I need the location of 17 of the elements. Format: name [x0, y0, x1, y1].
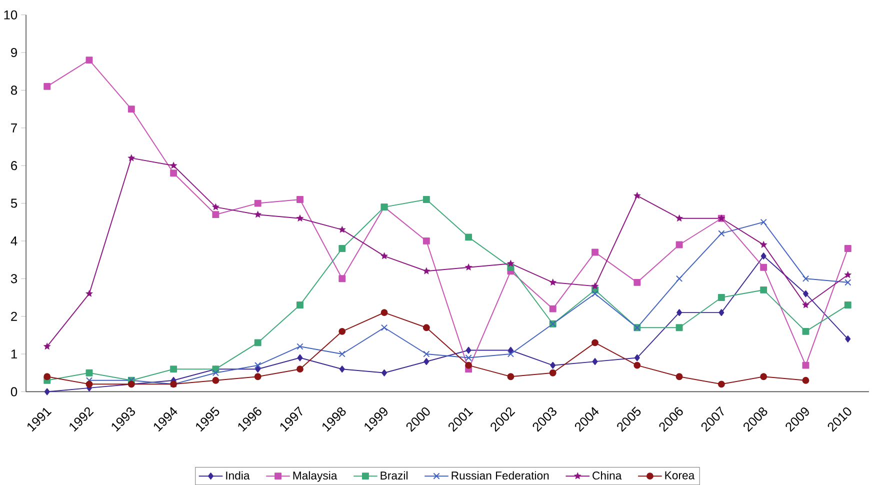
- y-tick-label: 10: [4, 10, 18, 20]
- y-tick-label: 8: [10, 86, 18, 95]
- legend-label: Korea: [665, 471, 695, 480]
- legend-label: India: [226, 471, 250, 480]
- y-tick-label: 0: [10, 387, 18, 396]
- y-tick-label: 5: [10, 198, 18, 208]
- y-tick-label: 2: [11, 312, 17, 321]
- legend-label: China: [592, 471, 622, 480]
- y-tick-label: 6: [11, 161, 18, 170]
- legend-label: Russian Federation: [452, 471, 549, 480]
- legend-label: Malaysia: [293, 471, 338, 482]
- y-tick-label: 4: [10, 236, 18, 246]
- y-tick-label: 7: [11, 123, 17, 132]
- y-tick-label: 9: [11, 48, 17, 58]
- y-tick-label: 1: [11, 350, 17, 358]
- legend-label: Brazil: [380, 471, 408, 480]
- y-tick-label: 3: [10, 274, 18, 284]
